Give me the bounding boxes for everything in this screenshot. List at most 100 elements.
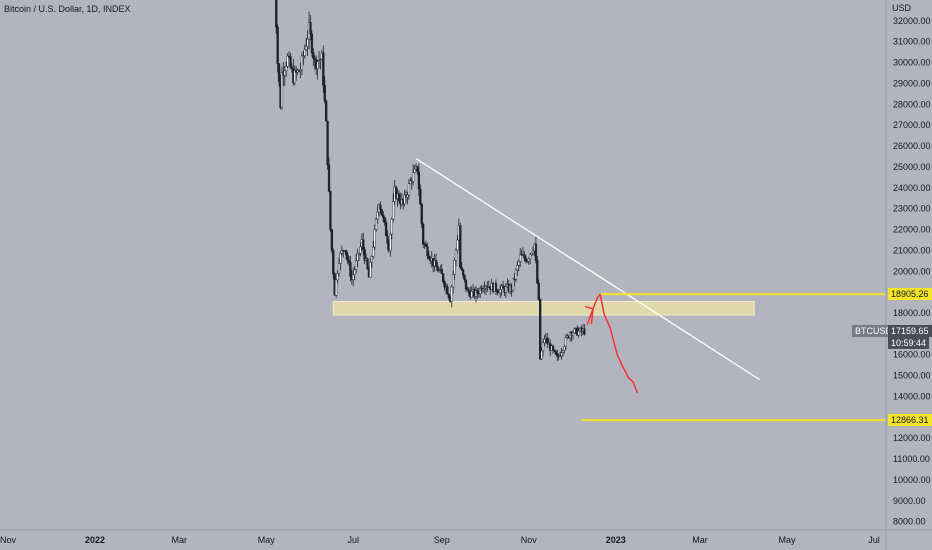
- candle-body: [323, 85, 326, 102]
- price-tick-label: 27000.00: [893, 120, 931, 130]
- candle-body: [501, 285, 505, 289]
- candle-body: [403, 194, 406, 204]
- candle-body: [392, 201, 395, 220]
- candle-body: [459, 225, 462, 268]
- price-tick-label: 14000.00: [893, 391, 931, 401]
- candle-body: [275, 0, 278, 28]
- candle-body: [436, 266, 439, 272]
- candle-body: [346, 254, 349, 261]
- candle-body: [283, 70, 286, 76]
- candle-body: [332, 250, 335, 274]
- candle-body: [313, 57, 316, 60]
- candle-body: [558, 355, 562, 357]
- price-tick-label: 25000.00: [893, 162, 931, 172]
- price-tick-label: 28000.00: [893, 99, 931, 109]
- candle-body: [373, 229, 376, 248]
- candle-body: [427, 255, 431, 259]
- candle-body: [339, 253, 342, 264]
- price-tick-label: 9000.00: [893, 496, 926, 506]
- candle-body: [543, 338, 546, 344]
- candle-body: [451, 274, 455, 288]
- candle-body: [322, 52, 325, 86]
- candle-body: [561, 350, 565, 353]
- candle-body: [526, 260, 529, 263]
- candle-body: [450, 286, 453, 302]
- price-tick-label: 10000.00: [893, 475, 931, 485]
- candle-body: [336, 273, 339, 281]
- candle-body: [337, 263, 341, 274]
- candle-body: [319, 59, 322, 61]
- candle-body: [302, 55, 305, 57]
- candle-body: [434, 260, 438, 267]
- candle-body: [460, 266, 463, 270]
- candle-body: [390, 218, 393, 235]
- candle-body: [326, 120, 329, 166]
- candle-body: [354, 260, 358, 270]
- price-tick-label: 16000.00: [893, 350, 931, 360]
- candle-body: [303, 49, 306, 56]
- price-tick-label: 23000.00: [893, 204, 931, 214]
- candle-body: [362, 239, 365, 250]
- price-tick-label: 8000.00: [893, 517, 926, 527]
- candle-body: [524, 257, 528, 262]
- candle-body: [384, 222, 388, 237]
- candle-body: [293, 70, 296, 84]
- candle-body: [442, 273, 445, 282]
- candle-body: [499, 289, 502, 294]
- candle-body: [447, 294, 451, 298]
- candle-body: [383, 217, 386, 223]
- candle-body: [537, 282, 540, 300]
- candle-body: [363, 249, 366, 261]
- candle-body: [276, 26, 279, 65]
- candle-body: [466, 288, 469, 291]
- candle-body: [286, 55, 289, 67]
- candle-body: [317, 60, 321, 62]
- candle-body: [453, 260, 456, 275]
- candle-body: [325, 100, 328, 122]
- candle-body: [437, 269, 441, 272]
- candle-body: [440, 268, 443, 275]
- candle-body: [519, 254, 522, 262]
- candle-body: [504, 286, 508, 293]
- price-tick-label: 31000.00: [893, 37, 931, 47]
- time-tick-label: Nov: [0, 535, 16, 545]
- time-tick-label: Sep: [434, 535, 450, 545]
- candle-body: [467, 289, 470, 293]
- candle-body: [280, 71, 284, 108]
- candle-body: [541, 342, 545, 352]
- price-tick-label: 22000.00: [893, 225, 931, 235]
- candle-body: [394, 186, 398, 199]
- candle-body: [517, 261, 520, 266]
- candle-body: [553, 349, 556, 352]
- time-tick-label: Mar: [171, 535, 187, 545]
- last-price-badge: 17159.65: [888, 324, 932, 337]
- candle-body: [372, 246, 375, 257]
- candle-body: [379, 204, 382, 210]
- candle-body: [352, 274, 355, 280]
- candle-body: [463, 274, 466, 281]
- candle-body: [446, 286, 449, 295]
- candle-body: [516, 264, 519, 271]
- candle-body: [511, 278, 515, 291]
- candle-body: [536, 260, 539, 284]
- candle-body: [369, 261, 372, 278]
- time-tick-label: Jul: [868, 535, 880, 545]
- candle-body: [496, 290, 499, 293]
- candle-body: [386, 235, 389, 244]
- candle-body: [349, 262, 352, 277]
- candle-body: [539, 298, 542, 360]
- price-tick-label: 12000.00: [893, 433, 931, 443]
- price-tick-label: 18000.00: [893, 308, 931, 318]
- price-tick-label: 26000.00: [893, 141, 931, 151]
- candle-body: [583, 328, 586, 335]
- candle-body: [374, 218, 378, 230]
- price-tick-label: 32000.00: [893, 16, 931, 26]
- candle-body: [329, 190, 332, 230]
- candle-body: [476, 290, 479, 294]
- candle-body: [397, 193, 401, 201]
- candle-body: [563, 346, 566, 351]
- candle-body: [424, 244, 428, 247]
- candle-body: [422, 223, 425, 245]
